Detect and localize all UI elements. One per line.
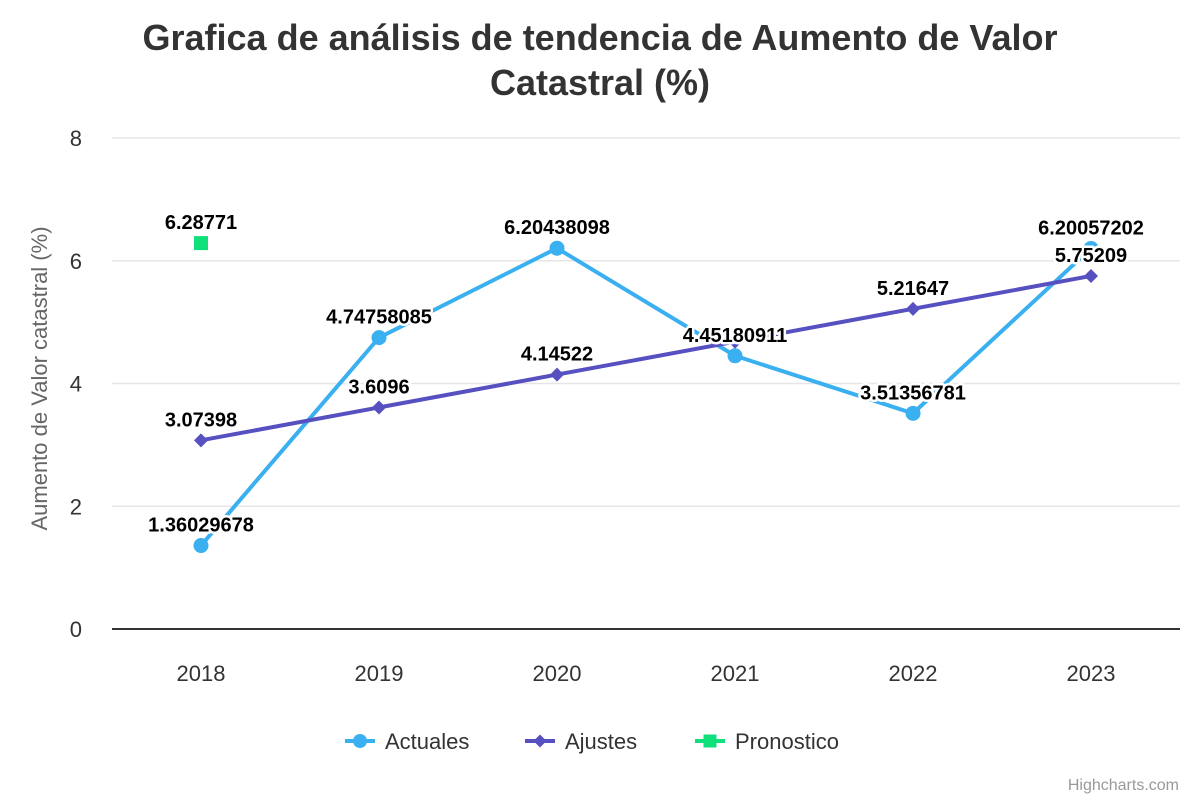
legend-label: Actuales <box>385 729 469 754</box>
pronostico-point[interactable] <box>194 236 208 251</box>
y-tick-label: 0 <box>70 617 82 642</box>
ajustes-point[interactable] <box>372 400 386 415</box>
y-tick-label: 8 <box>70 126 82 151</box>
ajustes-point[interactable] <box>906 301 920 316</box>
x-tick-label: 2022 <box>889 661 938 686</box>
actuales-point[interactable] <box>1083 240 1099 256</box>
x-tick-label: 2018 <box>177 661 226 686</box>
ajustes-point[interactable] <box>550 367 564 382</box>
actuales-data-label: 1.36029678 <box>148 515 254 537</box>
actuales-point[interactable] <box>549 240 565 256</box>
actuales-series-line[interactable] <box>199 246 1093 548</box>
legend: Actuales Ajustes Pronostico <box>345 729 839 754</box>
grid-lines <box>112 137 1180 630</box>
ajustes-data-label: 5.21647 <box>877 278 949 300</box>
actuales-point[interactable] <box>193 538 209 554</box>
actuales-point[interactable] <box>905 405 921 421</box>
ajustes-data-label: 3.07398 <box>165 409 237 431</box>
x-tick-label: 2021 <box>711 661 760 686</box>
y-axis-title: Aumento de Valor catastral (%) <box>27 226 52 530</box>
legend-item-actuales[interactable]: Actuales <box>345 729 469 754</box>
legend-label: Pronostico <box>735 729 839 754</box>
y-axis: 0 2 4 6 8 Aumento de Valor catastral (%) <box>27 126 82 642</box>
ajustes-point[interactable] <box>1084 268 1098 283</box>
x-tick-label: 2019 <box>355 661 404 686</box>
chart-title-line: Catastral (%) <box>490 62 710 103</box>
actuales-data-label: 3.51356781 <box>860 382 966 404</box>
actuales-point[interactable] <box>727 348 743 364</box>
ajustes-series-line[interactable] <box>199 273 1093 443</box>
actuales-data-label: 4.74758085 <box>326 307 432 329</box>
ajustes-data-label: 4.14522 <box>521 344 593 366</box>
plot-series <box>193 236 1099 554</box>
y-tick-label: 2 <box>70 494 82 519</box>
legend-label: Ajustes <box>565 729 637 754</box>
actuales-data-label: 6.20438098 <box>504 217 610 239</box>
chart-title-line: Grafica de análisis de tendencia de Aume… <box>143 17 1058 58</box>
actuales-data-label: 4.45180911 <box>683 325 788 347</box>
x-axis: 2018 2019 2020 2021 2022 2023 <box>177 661 1116 686</box>
data-labels: 1.36029678 4.74758085 6.20438098 4.45180911… <box>146 210 1147 539</box>
actuales-point[interactable] <box>371 330 387 346</box>
x-tick-label: 2023 <box>1067 661 1116 686</box>
x-tick-label: 2020 <box>533 661 582 686</box>
y-tick-label: 4 <box>70 372 82 397</box>
legend-square-icon <box>703 734 717 748</box>
ajustes-data-label: 3.6096 <box>348 376 409 398</box>
pronostico-data-label: 6.28771 <box>165 212 237 234</box>
chart-title: Grafica de análisis de tendencia de Aume… <box>143 17 1058 103</box>
ajustes-point[interactable] <box>728 334 742 349</box>
legend-item-ajustes[interactable]: Ajustes <box>525 729 637 754</box>
legend-item-pronostico[interactable]: Pronostico <box>695 729 839 754</box>
ajustes-point[interactable] <box>194 433 208 448</box>
legend-circle-icon <box>353 734 367 748</box>
legend-diamond-icon <box>533 734 547 748</box>
actuales-data-label: 6.20057202 <box>1038 217 1144 239</box>
ajustes-data-label: 5.75209 <box>1055 245 1127 267</box>
y-tick-label: 6 <box>70 249 82 274</box>
credits-text[interactable]: Highcharts.com <box>1068 777 1179 794</box>
